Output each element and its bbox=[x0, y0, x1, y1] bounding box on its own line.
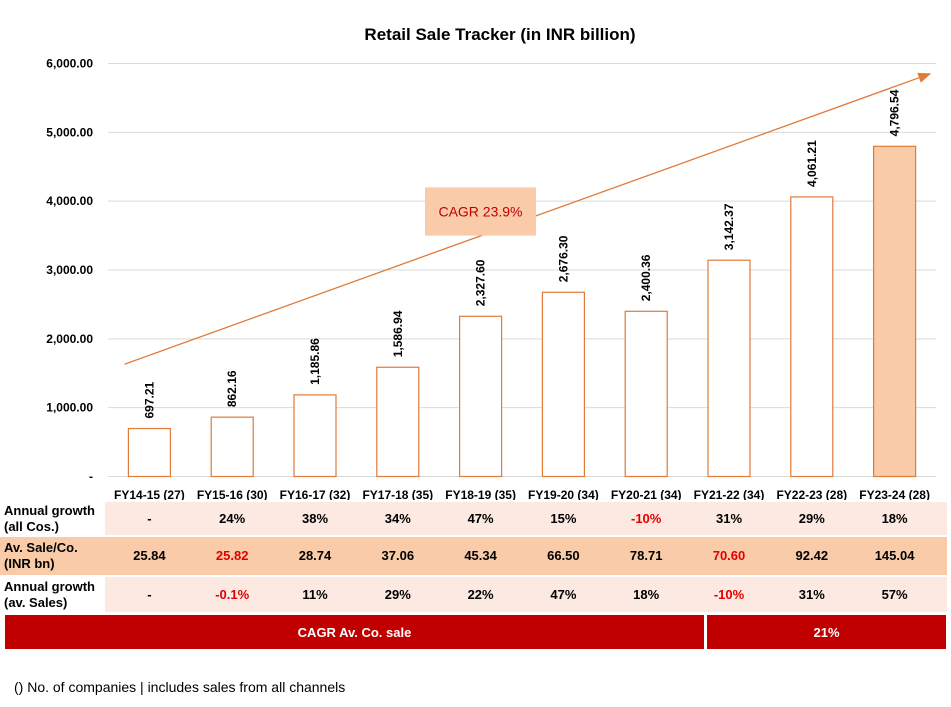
row-label-line: (INR bn) bbox=[4, 556, 55, 571]
table-cell: 47% bbox=[467, 510, 494, 526]
table-row: Annual growth (all Cos.) - 24% 38% 34% 47% 15% -… bbox=[0, 502, 951, 535]
row-background bbox=[0, 537, 947, 575]
table-cell: - bbox=[147, 586, 152, 602]
x-tick-label: FY16-17 (32) bbox=[280, 488, 351, 500]
bar bbox=[293, 394, 337, 478]
table-cell: 38% bbox=[301, 510, 329, 526]
table-cell: 47% bbox=[550, 586, 577, 602]
bar bbox=[872, 145, 917, 478]
table-cell: - bbox=[147, 510, 152, 526]
table-cell: 70.60 bbox=[712, 548, 746, 563]
cagr-annotation-label: CAGR 23.9% bbox=[438, 203, 522, 219]
footnote: () No. of companies | includes sales fro… bbox=[14, 679, 346, 695]
table-cell: 24% bbox=[219, 510, 246, 526]
x-tick-label: FY21-22 (34) bbox=[694, 488, 765, 500]
table-row: Annual growth (av. Sales) - -0.1% 11% 29% 22% 4… bbox=[0, 577, 951, 612]
table-cell: 45.34 bbox=[464, 548, 497, 563]
row-background bbox=[105, 577, 947, 612]
x-tick-label: FY17-18 (35) bbox=[362, 488, 433, 500]
row-label: Annual growth (av. Sales) bbox=[4, 579, 95, 611]
row-label-line: Annual growth bbox=[4, 578, 95, 594]
bar-value-label: 697.21 bbox=[142, 381, 156, 418]
table-cell: 25.84 bbox=[133, 548, 166, 563]
row-label: Av. Sale/Co. (INR bn) bbox=[4, 540, 78, 572]
table-row: Av. Sale/Co. (INR bn) 25.84 25.82 28.74 37.06… bbox=[0, 537, 951, 575]
x-tick-label: FY22-23 (28) bbox=[776, 488, 847, 500]
x-tick-label: FY20-21 (34) bbox=[611, 488, 682, 500]
bar-value-label: 4,796.54 bbox=[888, 89, 902, 136]
y-tick-label: 5,000.00 bbox=[46, 125, 93, 139]
chart-title: Retail Sale Tracker (in INR billion) bbox=[364, 25, 635, 44]
bar-value-label: 2,327.60 bbox=[474, 259, 488, 306]
bar bbox=[707, 259, 751, 478]
y-tick-label: 2,000.00 bbox=[46, 332, 93, 346]
retail-sale-chart: Retail Sale Tracker (in INR billion) - 1,0… bbox=[46, 25, 936, 500]
x-tick-label: FY14-15 (27) bbox=[114, 488, 185, 500]
table-cell: 31% bbox=[798, 586, 825, 602]
table-cell: -10% bbox=[713, 586, 745, 602]
row-label: Annual growth (all Cos.) bbox=[4, 503, 95, 535]
table-cell: 31% bbox=[715, 510, 743, 526]
y-tick-label: 4,000.00 bbox=[46, 194, 93, 208]
y-tick-label: 6,000.00 bbox=[46, 57, 93, 71]
table-cell: 11% bbox=[302, 586, 328, 602]
table-cell: -10% bbox=[631, 510, 662, 526]
bar bbox=[127, 427, 171, 478]
bar bbox=[376, 366, 420, 478]
table-cell: 34% bbox=[384, 510, 411, 526]
bar-value-label: 1,586.94 bbox=[391, 310, 405, 357]
y-tick-label: - bbox=[89, 470, 93, 484]
table-cell: 22% bbox=[467, 586, 494, 602]
table-cell: 78.71 bbox=[629, 548, 663, 563]
table-cell: -0.1% bbox=[215, 586, 250, 602]
row-label-line: Av. Sale/Co. bbox=[4, 540, 78, 555]
x-tick-label: FY15-16 (30) bbox=[197, 488, 268, 500]
x-tick-label: FY18-19 (35) bbox=[445, 488, 516, 500]
y-tick-label: 1,000.00 bbox=[46, 401, 93, 415]
cagr-band-value: 21% bbox=[707, 615, 946, 649]
table-cell: 25.82 bbox=[215, 548, 249, 563]
table-cell: 29% bbox=[384, 586, 411, 602]
bar bbox=[459, 315, 503, 478]
cagr-annotation-box bbox=[425, 187, 536, 236]
row-label-line: Annual growth bbox=[4, 502, 95, 518]
table-cell: 37.06 bbox=[381, 548, 415, 563]
table-cell: 18% bbox=[633, 586, 660, 602]
bar-value-label: 862.16 bbox=[225, 370, 239, 407]
row-background bbox=[105, 502, 947, 535]
bar bbox=[790, 196, 834, 478]
row-label-line: (all Cos.) bbox=[4, 518, 59, 534]
cagr-band-label: CAGR Av. Co. sale bbox=[5, 615, 704, 649]
bar-value-label: 4,061.21 bbox=[805, 140, 819, 187]
bar bbox=[624, 310, 668, 478]
bar-value-label: 2,400.36 bbox=[639, 254, 653, 301]
x-tick-label: FY23-24 (28) bbox=[859, 488, 930, 500]
table-cell: 28.74 bbox=[298, 548, 332, 563]
row-label-line: (av. Sales) bbox=[4, 594, 68, 610]
bar-value-label: 3,142.37 bbox=[722, 203, 736, 250]
table-cell: 15% bbox=[550, 510, 577, 526]
table-cell: 66.50 bbox=[547, 548, 580, 563]
bar-value-label: 2,676.30 bbox=[556, 235, 570, 282]
bar bbox=[210, 416, 254, 478]
table-cell: 92.42 bbox=[795, 548, 829, 563]
table-cell: 57% bbox=[881, 586, 908, 602]
bar bbox=[541, 291, 586, 478]
table-cell: 18% bbox=[881, 510, 908, 526]
bar-value-label: 1,185.86 bbox=[308, 338, 322, 385]
table-cell: 29% bbox=[798, 510, 825, 526]
y-tick-label: 3,000.00 bbox=[46, 263, 93, 277]
table-cell: 145.04 bbox=[874, 548, 915, 563]
x-tick-label: FY19-20 (34) bbox=[528, 488, 599, 500]
